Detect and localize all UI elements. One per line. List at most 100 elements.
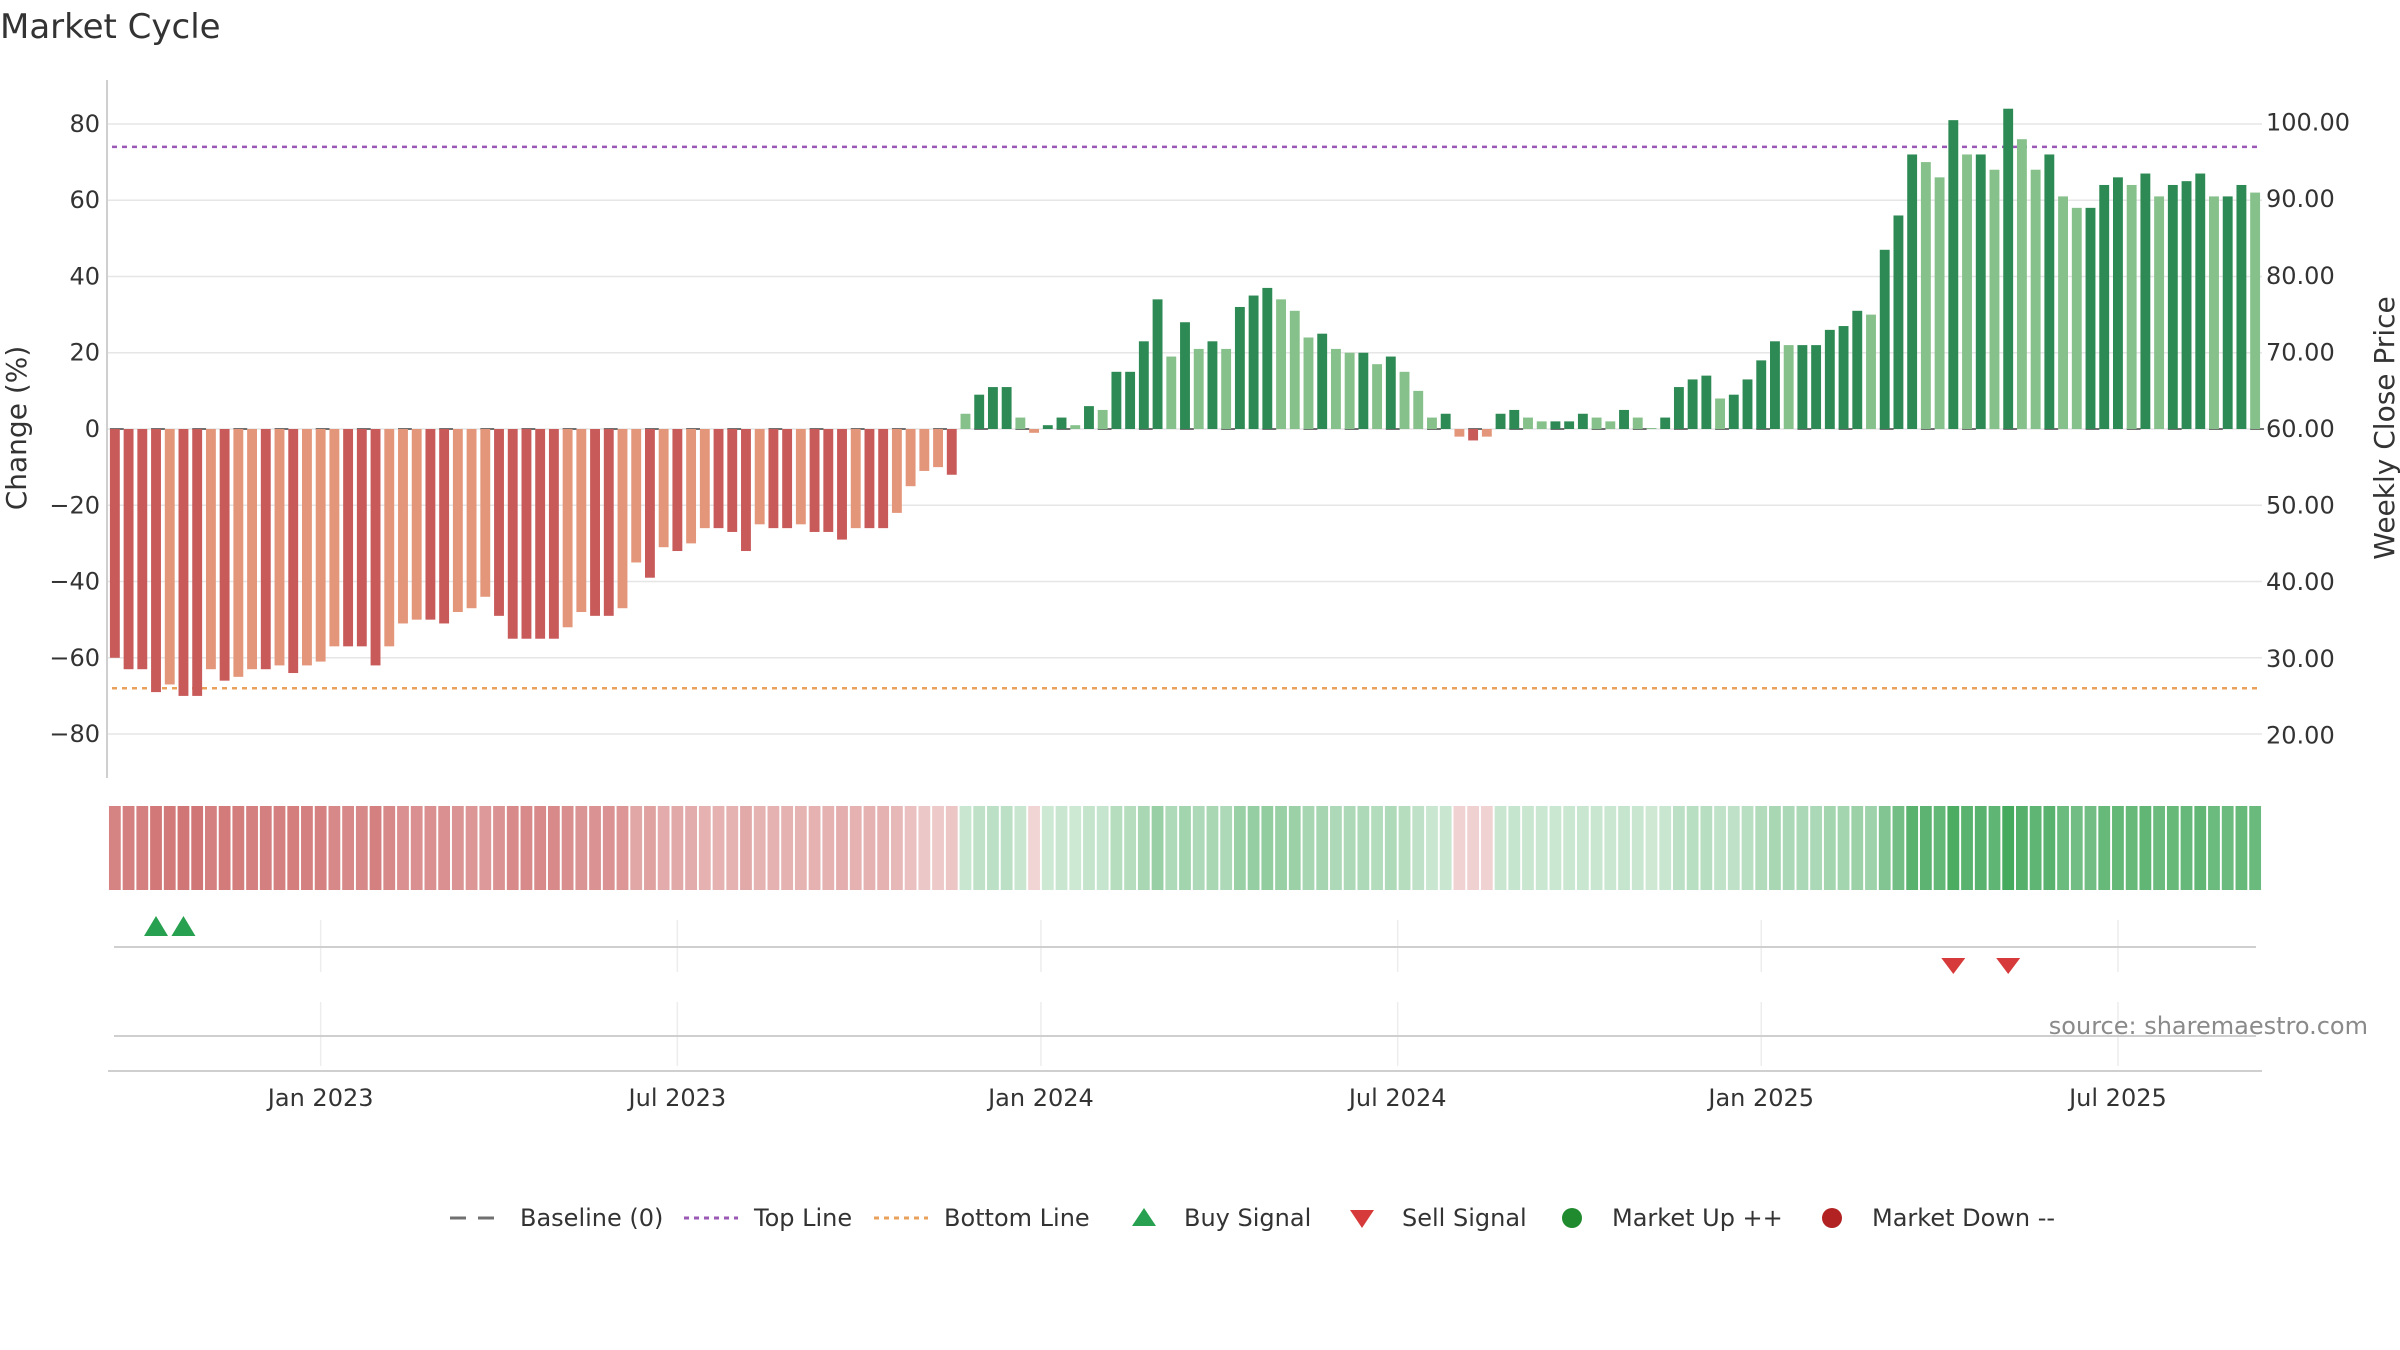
heat-cell bbox=[1796, 806, 1809, 890]
y-tick-label: 60 bbox=[69, 186, 100, 214]
heat-cell bbox=[1673, 806, 1685, 890]
heat-cell bbox=[808, 806, 821, 890]
change-bar bbox=[2044, 154, 2055, 429]
heat-cell bbox=[1467, 806, 1480, 890]
change-bar bbox=[466, 429, 477, 609]
y2-tick-label: 30.00 bbox=[2266, 645, 2335, 673]
heat-cell bbox=[644, 806, 656, 890]
heat-cell bbox=[2002, 806, 2015, 890]
heat-cell bbox=[1659, 806, 1672, 890]
change-bar bbox=[1234, 306, 1245, 429]
change-bar bbox=[2181, 181, 2192, 429]
change-bar bbox=[315, 429, 326, 662]
heat-cell bbox=[2029, 806, 2042, 890]
change-bar bbox=[1358, 352, 1369, 429]
change-bar bbox=[1084, 406, 1094, 429]
change-bar bbox=[1975, 154, 1986, 429]
change-bar bbox=[1920, 162, 1931, 429]
heat-cell bbox=[1275, 806, 1287, 890]
x-tick-label: Jul 2025 bbox=[2067, 1084, 2167, 1112]
heat-cell bbox=[863, 806, 876, 890]
change-bar bbox=[933, 429, 943, 468]
heat-cell bbox=[547, 806, 560, 890]
change-bar bbox=[233, 429, 244, 677]
heat-cell bbox=[1823, 806, 1836, 890]
heat-cell bbox=[1576, 806, 1589, 890]
change-bar bbox=[562, 429, 573, 628]
change-bar bbox=[1413, 390, 1424, 429]
change-bar bbox=[1797, 345, 1808, 429]
change-bar bbox=[795, 429, 806, 525]
change-bar bbox=[946, 429, 957, 475]
heat-cell bbox=[163, 806, 176, 890]
heat-cell bbox=[1892, 806, 1905, 890]
heat-cell bbox=[259, 806, 272, 890]
change-bar bbox=[974, 394, 985, 429]
change-bar bbox=[1303, 337, 1314, 429]
y2-tick-label: 60.00 bbox=[2266, 415, 2335, 443]
change-bar bbox=[1646, 428, 1657, 429]
heat-cell bbox=[2221, 806, 2234, 890]
change-bar bbox=[1468, 429, 1479, 441]
change-bar bbox=[1372, 364, 1383, 429]
heat-cell bbox=[1522, 806, 1534, 890]
heat-cell bbox=[2139, 806, 2152, 890]
heat-cell bbox=[849, 806, 862, 890]
heat-cell bbox=[2194, 806, 2207, 890]
heat-cell bbox=[1810, 806, 1823, 890]
y-tick-label: 40 bbox=[69, 262, 100, 290]
heat-cell bbox=[2153, 806, 2165, 890]
change-bar bbox=[507, 429, 518, 639]
heat-cell bbox=[1233, 806, 1246, 890]
heat-cell bbox=[1357, 806, 1370, 890]
heat-cell bbox=[1261, 806, 1274, 890]
heat-cell bbox=[561, 806, 574, 890]
heat-cell bbox=[1330, 806, 1342, 890]
change-bar bbox=[1152, 299, 1163, 429]
heat-cell bbox=[1343, 806, 1356, 890]
heat-cell bbox=[1604, 806, 1617, 890]
change-bar bbox=[1193, 348, 1204, 429]
change-bar bbox=[1344, 352, 1355, 429]
change-bar bbox=[699, 429, 710, 529]
change-bar bbox=[274, 429, 285, 666]
y-axis-title: Change (%) bbox=[0, 346, 33, 511]
y-tick-label: −40 bbox=[49, 568, 100, 596]
change-bar bbox=[356, 429, 367, 647]
heat-cell bbox=[1563, 806, 1576, 890]
heat-cell bbox=[2098, 806, 2111, 890]
change-bar bbox=[2250, 192, 2261, 429]
y2-axis-title: Weekly Close Price bbox=[2368, 296, 2400, 559]
heat-cell bbox=[1906, 806, 1919, 890]
change-bar bbox=[1687, 379, 1698, 429]
change-bar bbox=[1783, 345, 1794, 429]
change-bar bbox=[1001, 387, 1012, 429]
sell-signal-marker bbox=[1996, 958, 2021, 974]
heat-cell bbox=[1316, 806, 1329, 890]
change-bar bbox=[631, 429, 642, 563]
heat-cell bbox=[1645, 806, 1658, 890]
heat-cell bbox=[1028, 806, 1040, 890]
legend: Baseline (0) Top Line Bottom Line Buy Signa… bbox=[450, 1204, 2055, 1232]
heat-cell bbox=[1618, 806, 1630, 890]
heat-cell bbox=[1741, 806, 1754, 890]
heat-cell bbox=[1974, 806, 1987, 890]
heat-cell bbox=[877, 806, 890, 890]
change-bar bbox=[260, 429, 271, 670]
source-label: source: sharemaestro.com bbox=[2049, 1012, 2368, 1040]
change-bar bbox=[1523, 417, 1533, 429]
change-bar bbox=[1989, 169, 2000, 429]
heat-cell bbox=[1220, 806, 1233, 890]
heat-cell bbox=[836, 806, 848, 890]
change-bar bbox=[1619, 409, 1629, 430]
x-axis-ticks: Jan 2023 Jul 2023 Jan 2024 Jul 2024 Jan 2025… bbox=[266, 1084, 2167, 1112]
change-bar bbox=[2099, 184, 2110, 429]
heat-cell bbox=[712, 806, 725, 890]
heat-cell bbox=[1782, 806, 1795, 890]
change-bar bbox=[1097, 409, 1108, 430]
change-bar bbox=[1330, 348, 1341, 429]
change-bar bbox=[754, 429, 765, 525]
change-bar bbox=[205, 429, 216, 670]
change-bar bbox=[1770, 341, 1780, 429]
change-bar bbox=[2071, 207, 2082, 429]
